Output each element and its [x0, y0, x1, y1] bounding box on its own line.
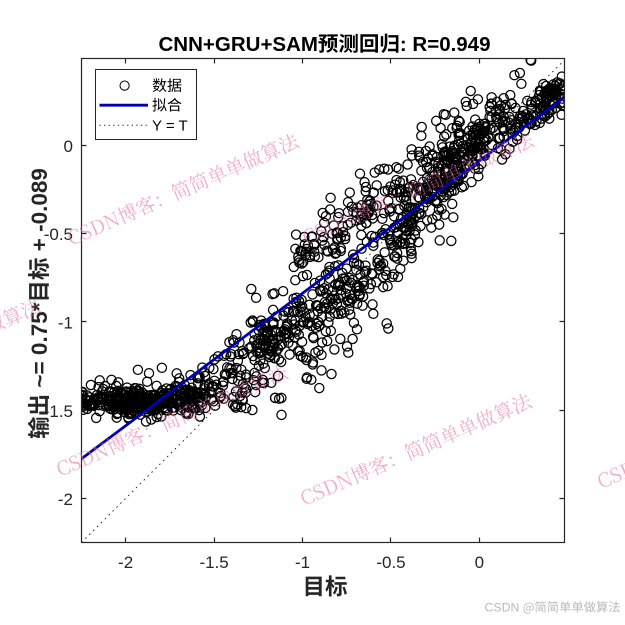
svg-text:-1: -1 — [58, 314, 73, 333]
svg-text:-1.5: -1.5 — [44, 402, 73, 421]
svg-text:-1: -1 — [295, 553, 310, 572]
svg-text:-0.5: -0.5 — [376, 553, 405, 572]
svg-text:: R=0.949: : R=0.949 — [400, 33, 491, 56]
svg-text:CNN+GRU+SAM: CNN+GRU+SAM — [159, 33, 318, 56]
svg-text:-2: -2 — [58, 490, 73, 509]
svg-text:-1.5: -1.5 — [199, 553, 228, 572]
svg-text:0: 0 — [64, 137, 73, 156]
svg-text:CSDN: CSDN — [485, 601, 523, 615]
svg-text:+ -0.089: + -0.089 — [27, 168, 52, 251]
svg-text:0: 0 — [475, 553, 484, 572]
svg-text:-0.5: -0.5 — [44, 225, 73, 244]
svg-text:Y = T: Y = T — [152, 118, 188, 135]
svg-text:-2: -2 — [118, 553, 133, 572]
